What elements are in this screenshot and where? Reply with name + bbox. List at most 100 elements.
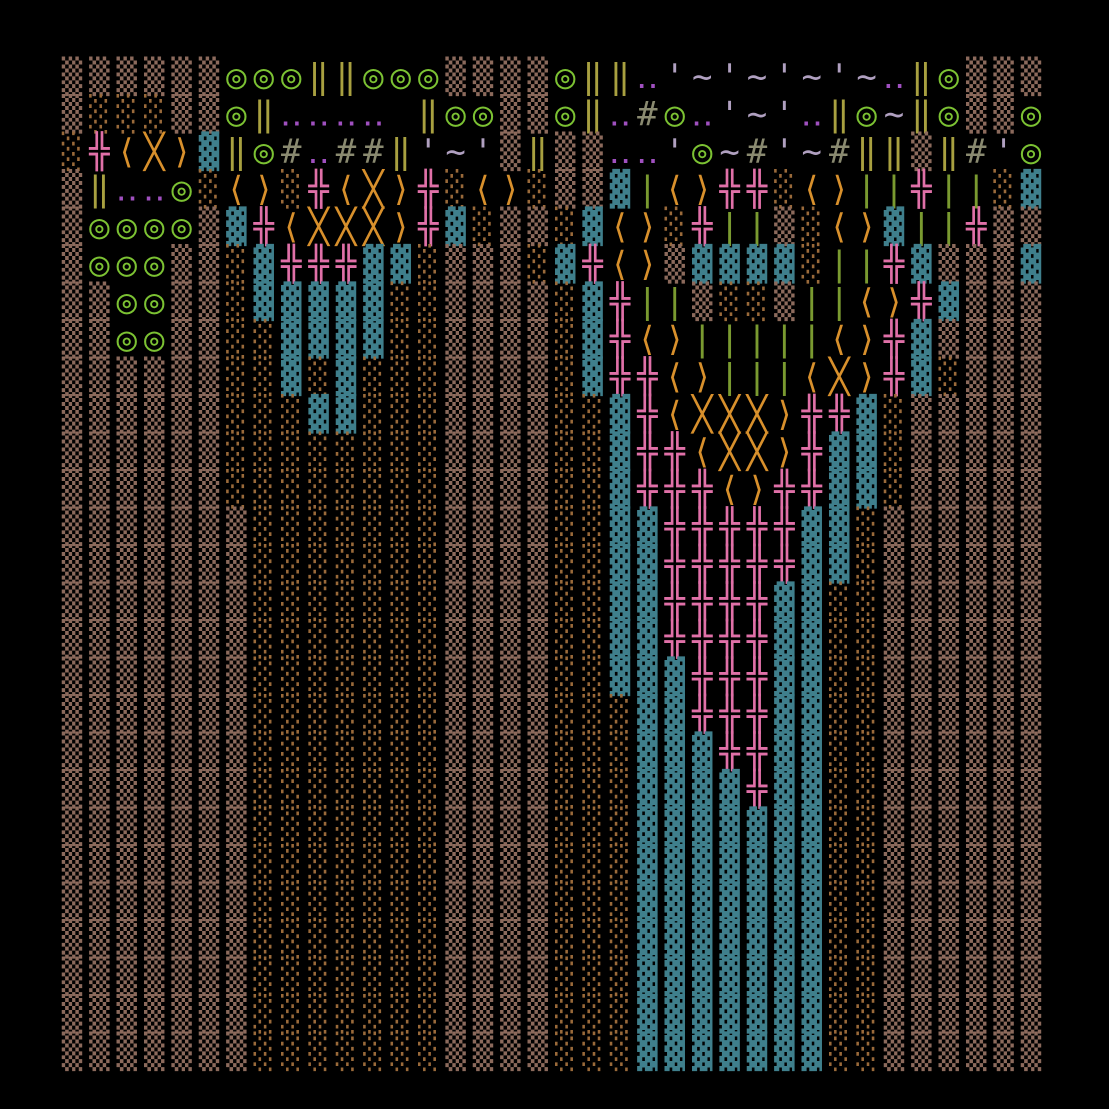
tile: ░ <box>144 94 164 135</box>
tile: ╬ <box>664 431 686 472</box>
map-row: ░ ╬ ⟨ ╳ ⟩ ▓ ‖ ◎ # ‥ # # ‖ ' ~ ' ▒ ‖ ▒ ▒ ‥ ‥ ' ◎ ~ # ' ~ # ‖ ‖ ▒ ‖ # ' ◎ <box>62 131 1042 172</box>
tile: ▒ <box>445 469 466 510</box>
tile: ▒ <box>993 206 1014 247</box>
tile: ▒ <box>62 544 83 585</box>
tile: ▒ <box>1021 581 1042 622</box>
tile: ░ <box>336 1031 356 1072</box>
tile: ╬ <box>664 469 686 510</box>
tile: ░ <box>829 844 849 885</box>
tile: ░ <box>555 844 575 885</box>
tile: ▒ <box>528 206 549 247</box>
tile: ▓ <box>802 694 823 735</box>
tile: ▓ <box>582 206 603 247</box>
tile: ▓ <box>856 469 877 510</box>
tile: ‥ <box>636 132 659 172</box>
tile: ▓ <box>774 844 795 885</box>
tile: ▒ <box>171 56 192 97</box>
tile: ▓ <box>637 656 658 697</box>
tile: ░ <box>363 356 383 397</box>
tile: ░ <box>363 694 383 735</box>
tile: ░ <box>308 956 328 997</box>
tile: ░ <box>391 694 411 735</box>
tile: ░ <box>391 506 411 547</box>
tile: ╬ <box>664 619 686 660</box>
tile: ▒ <box>473 244 494 285</box>
tile: ▓ <box>665 656 686 697</box>
tile: | <box>637 170 657 210</box>
tile: ╬ <box>636 431 658 472</box>
tile: ▒ <box>117 469 138 510</box>
tile: ╬ <box>691 206 713 247</box>
tile: ╬ <box>718 544 740 585</box>
tile: ▒ <box>199 844 220 885</box>
tile: ░ <box>555 919 575 960</box>
tile: ╬ <box>773 544 795 585</box>
tile: ▓ <box>747 994 768 1035</box>
tile: ░ <box>308 431 328 472</box>
tile: ▒ <box>62 56 83 97</box>
tile: ▒ <box>117 994 138 1035</box>
tile: ▒ <box>171 244 192 285</box>
tile: # <box>363 132 384 172</box>
tile: ⟨ <box>226 170 246 210</box>
tile: ╬ <box>417 169 439 210</box>
tile: ▒ <box>199 431 220 472</box>
tile: ▓ <box>665 956 686 997</box>
tile: ▒ <box>445 581 466 622</box>
map-row: ▒ ▒ ▒ ▒ ▒ ▒ ▒ ░ ░ ░ ░ ░ ░ ░ ▒ ▒ ▒ ▒ ░ ░ ▓ ▓ ╬ ╬ ╬ ╬ ▓ ▓ ░ ░ ▒ ▒ ▒ ▒ ▒ ▒ <box>62 619 1042 660</box>
tile: ▓ <box>308 281 329 322</box>
tile: ▒ <box>966 656 987 697</box>
tile: ▒ <box>884 694 905 735</box>
tile: ░ <box>254 881 274 922</box>
tile: ▒ <box>89 281 110 322</box>
tile: ▒ <box>500 694 521 735</box>
tile: ▓ <box>911 244 932 285</box>
tile: ▒ <box>199 656 220 697</box>
tile: ▓ <box>774 769 795 810</box>
tile: ▒ <box>884 881 905 922</box>
tile: ◎ <box>144 207 165 247</box>
tile: ░ <box>555 319 575 360</box>
map-row: ▒ ‖ ‥ ‥ ◎ ░ ⟨ ⟩ ░ ╬ ⟨ ╳ ⟩ ╬ ░ ⟨ ⟩ ░ ▒ ▒ ▓ | ⟨ ⟩ ╬ ╬ ░ ⟨ ⟩ | | ╬ | | ░ ▓ <box>62 169 1042 210</box>
tile: ╬ <box>691 469 713 510</box>
tile: ▒ <box>89 544 110 585</box>
tile: ▓ <box>665 919 686 960</box>
tile: ░ <box>802 244 822 285</box>
tile: ‥ <box>883 57 906 97</box>
tile: ▓ <box>610 619 631 660</box>
tile: ▒ <box>500 731 521 772</box>
tile: ◎ <box>363 57 384 97</box>
tile: ░ <box>582 431 602 472</box>
tile: ░ <box>254 431 274 472</box>
tile: ▓ <box>802 731 823 772</box>
tile: ▒ <box>966 544 987 585</box>
tile: ▒ <box>171 694 192 735</box>
tile: ▒ <box>1021 431 1042 472</box>
tile: ▒ <box>911 881 932 922</box>
tile: ▓ <box>774 956 795 997</box>
tile: ░ <box>856 1031 876 1072</box>
tile: ▒ <box>117 694 138 735</box>
tile: ⟩ <box>692 357 712 397</box>
tile: ╬ <box>910 281 932 322</box>
tile: ▒ <box>473 431 494 472</box>
tile: ▒ <box>966 394 987 435</box>
tile: ▒ <box>89 356 110 397</box>
tile: ▒ <box>62 506 83 547</box>
tile: ▓ <box>884 206 905 247</box>
tile: ░ <box>555 431 575 472</box>
tile: ▓ <box>665 769 686 810</box>
tile: ‖ <box>582 57 602 97</box>
tile: ▓ <box>747 806 768 847</box>
tile: ▓ <box>336 394 357 435</box>
tile: ▒ <box>445 619 466 660</box>
tile: ▒ <box>473 319 494 360</box>
tile: | <box>719 320 739 360</box>
tile: ⟨ <box>665 357 685 397</box>
tile: ⟩ <box>829 170 849 210</box>
tile: ▓ <box>802 769 823 810</box>
tile: ▓ <box>665 1031 686 1072</box>
tile: | <box>692 320 712 360</box>
tile: ░ <box>308 506 328 547</box>
tile: ▒ <box>445 731 466 772</box>
